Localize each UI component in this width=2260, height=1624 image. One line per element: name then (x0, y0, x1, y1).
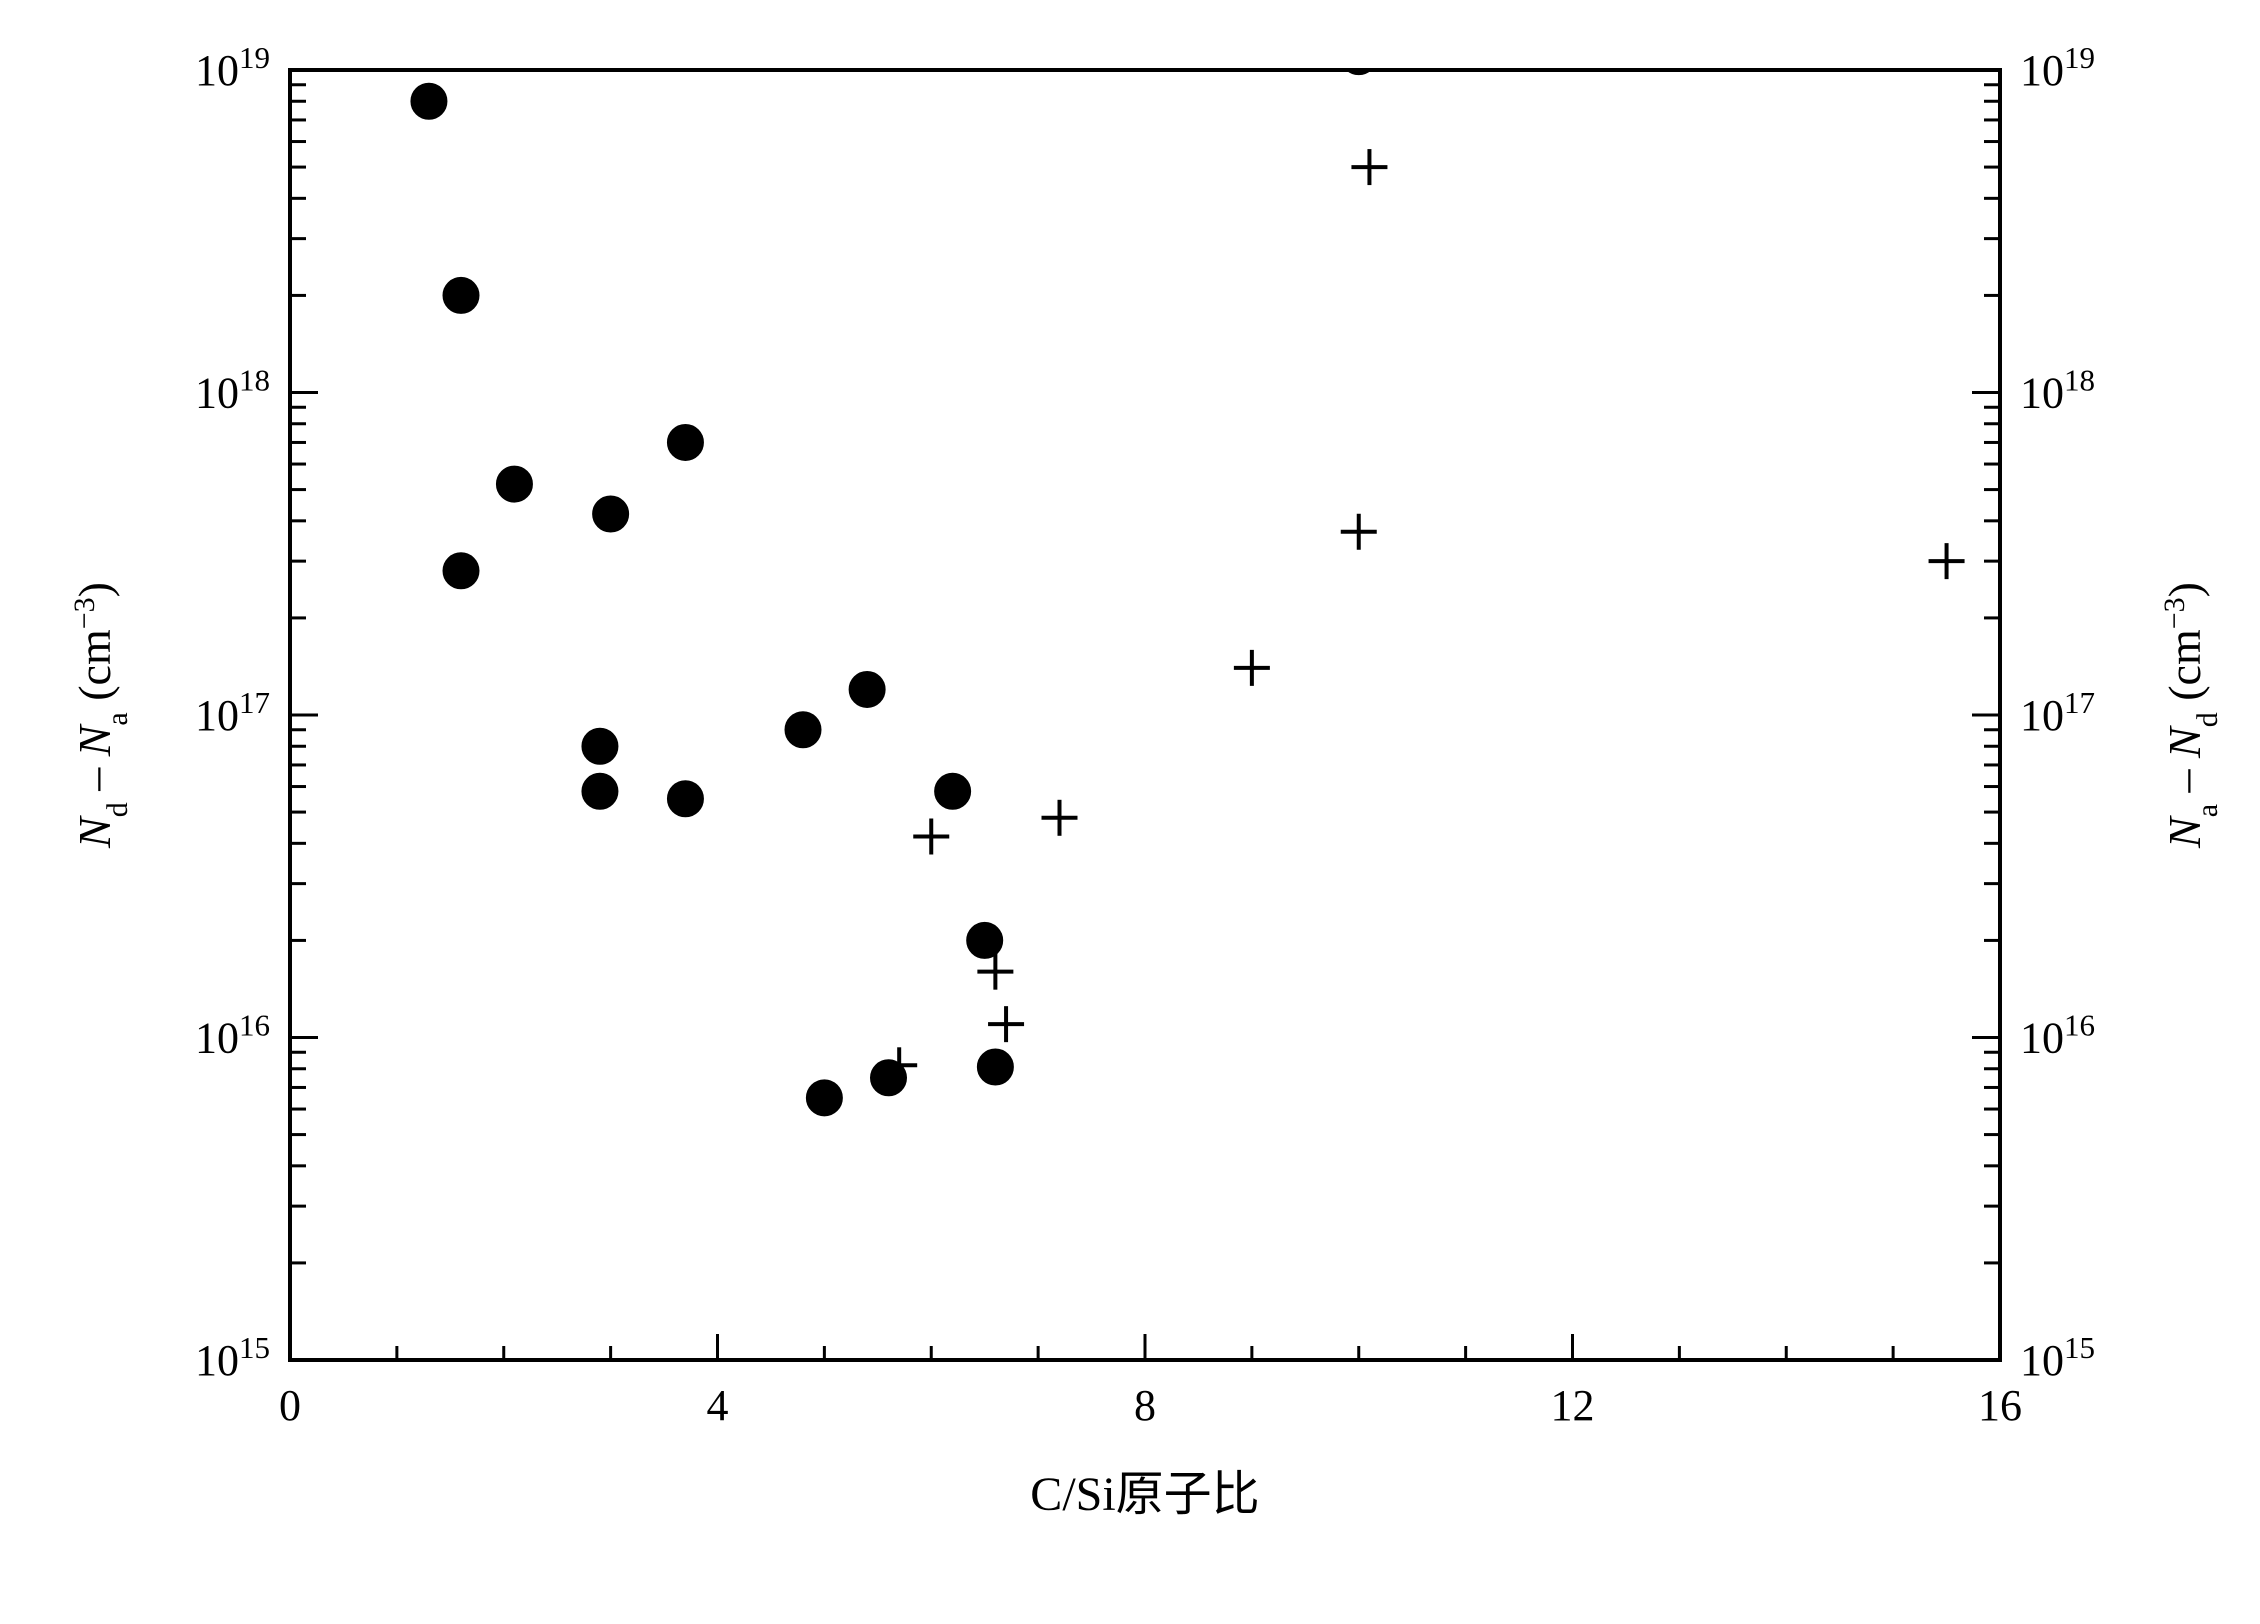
x-tick-label: 8 (1134, 1381, 1156, 1430)
chart-svg: 0481216C/Si原子比10151016101710181019101510… (0, 0, 2260, 1624)
point-circle (935, 773, 971, 809)
x-tick-label: 4 (707, 1381, 729, 1430)
point-circle (785, 712, 821, 748)
x-tick-label: 12 (1551, 1381, 1595, 1430)
point-circle (667, 424, 703, 460)
x-tick-label: 16 (1978, 1381, 2022, 1430)
point-circle (967, 922, 1003, 958)
point-circle (582, 773, 618, 809)
point-circle (849, 671, 885, 707)
point-circle (496, 466, 532, 502)
point-circle (443, 277, 479, 313)
point-circle (806, 1080, 842, 1116)
x-axis-label: C/Si原子比 (1030, 1468, 1259, 1521)
point-circle (593, 496, 629, 532)
point-circle (411, 83, 447, 119)
chart-root: 0481216C/Si原子比10151016101710181019101510… (0, 0, 2260, 1624)
point-circle (977, 1049, 1013, 1085)
point-circle (582, 728, 618, 764)
point-circle (667, 781, 703, 817)
point-circle (443, 553, 479, 589)
x-tick-label: 0 (279, 1381, 301, 1430)
